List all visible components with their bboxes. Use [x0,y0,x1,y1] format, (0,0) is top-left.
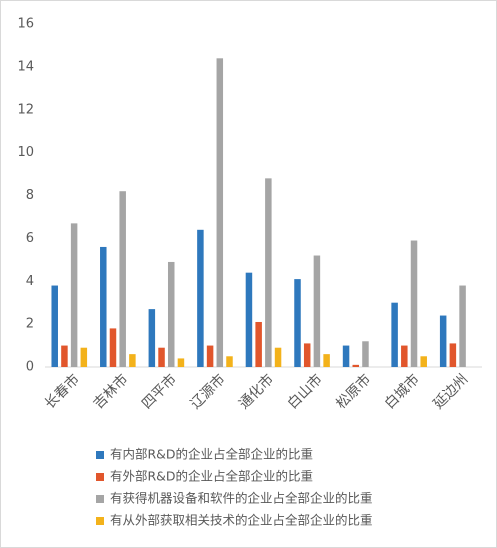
bar [303,343,311,367]
bar [148,309,156,367]
y-tick-label: 14 [17,59,34,74]
y-tick-label: 12 [17,102,34,117]
bar [70,223,78,367]
bar [226,356,233,367]
bar [391,302,398,367]
y-tick-label: 4 [26,274,34,289]
bar [51,285,58,367]
bar [449,343,457,367]
bar [206,345,214,367]
y-tick-label: 8 [26,188,34,203]
bar [100,246,107,367]
bar [129,354,136,367]
bar [439,315,447,367]
legend-label: 有内部R&D的企业占全部企业的比重 [110,447,313,462]
y-tick-label: 0 [26,360,34,375]
legend-label: 有外部R&D的企业占全部企业的比重 [110,469,313,484]
bar [80,347,88,367]
bar [459,285,466,367]
bar [352,364,360,367]
bar [323,354,330,367]
y-tick-label: 2 [26,317,34,332]
legend-swatch [96,473,104,481]
bar [216,58,224,368]
bar [265,178,272,367]
bar [255,321,262,367]
bar [313,255,321,367]
y-tick-label: 16 [17,17,34,32]
bar [197,229,204,367]
y-tick-label: 10 [17,145,34,160]
legend-label: 有获得机器设备和软件的企业占全部企业的比重 [110,491,373,506]
bar [119,191,126,367]
bar [177,358,185,367]
legend-swatch [96,451,104,459]
legend-swatch [96,517,104,525]
bar [410,240,418,367]
y-tick-label: 6 [26,231,34,246]
bar [342,345,350,367]
bar [245,272,253,367]
bar [274,347,282,367]
legend-label: 有从外部获取相关技术的企业占全部企业的比重 [110,513,373,528]
bar [294,279,301,367]
bar [401,345,408,367]
bar [420,356,427,367]
bar [167,261,175,367]
bar [362,341,369,367]
bar [109,328,117,367]
legend-swatch [96,495,104,503]
bar [158,347,165,367]
bar [61,345,68,367]
